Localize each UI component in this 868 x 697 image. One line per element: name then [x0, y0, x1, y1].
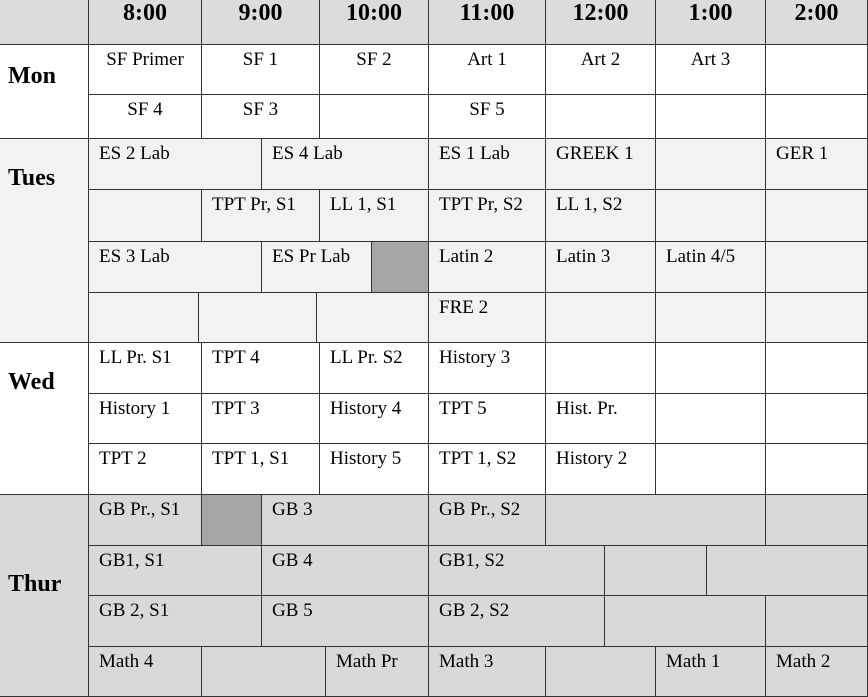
empty-slot: [766, 444, 868, 495]
time-header: 1:00: [656, 0, 766, 45]
class-slot: Art 3: [656, 45, 766, 95]
class-slot: GREEK 1: [546, 139, 656, 190]
empty-slot: [766, 343, 868, 394]
day-label: Thur: [0, 495, 89, 697]
class-slot: Latin 4/5: [656, 242, 766, 293]
class-slot: GB Pr., S2: [429, 495, 546, 546]
class-slot: LL 1, S2: [546, 190, 656, 242]
class-slot: History 5: [320, 444, 429, 495]
class-slot: TPT 2: [89, 444, 202, 495]
class-slot: Math 2: [766, 647, 868, 697]
class-slot: ES 2 Lab: [89, 139, 262, 190]
day-label: Wed: [0, 343, 89, 495]
empty-slot: [546, 647, 656, 697]
empty-slot: [202, 647, 326, 697]
class-slot: TPT Pr, S2: [429, 190, 546, 242]
class-slot: TPT 5: [429, 394, 546, 444]
empty-slot: [766, 394, 868, 444]
empty-slot: [766, 95, 868, 139]
class-slot: History 2: [546, 444, 656, 495]
class-slot: GB Pr., S1: [89, 495, 202, 546]
empty-slot: [605, 596, 766, 647]
class-slot: TPT 4: [202, 343, 320, 394]
class-slot: SF 3: [202, 95, 320, 139]
empty-slot: [605, 546, 707, 596]
empty-slot: [707, 546, 868, 596]
class-slot: Math 3: [429, 647, 546, 697]
blocked-slot: [372, 242, 429, 293]
class-slot: GB 2, S2: [429, 596, 605, 647]
time-header: 9:00: [202, 0, 320, 45]
class-slot: LL Pr. S2: [320, 343, 429, 394]
class-slot: ES 4 Lab: [262, 139, 429, 190]
empty-slot: [656, 444, 766, 495]
empty-slot: [766, 596, 868, 647]
time-header: 11:00: [429, 0, 546, 45]
class-slot: GB 2, S1: [89, 596, 262, 647]
empty-slot: [766, 293, 868, 343]
class-slot: ES 3 Lab: [89, 242, 262, 293]
empty-slot: [656, 394, 766, 444]
empty-slot: [546, 495, 766, 546]
class-slot: SF Primer: [89, 45, 202, 95]
class-slot: Latin 3: [546, 242, 656, 293]
empty-slot: [656, 139, 766, 190]
empty-slot: [656, 95, 766, 139]
class-slot: ES Pr Lab: [262, 242, 372, 293]
class-slot: LL 1, S1: [320, 190, 429, 242]
empty-slot: [199, 293, 317, 343]
empty-slot: [656, 293, 766, 343]
class-slot: GB1, S1: [89, 546, 262, 596]
empty-slot: [766, 495, 868, 546]
empty-slot: [766, 45, 868, 95]
class-slot: Math 4: [89, 647, 202, 697]
class-slot: ES 1 Lab: [429, 139, 546, 190]
class-slot: GER 1: [766, 139, 868, 190]
class-slot: SF 2: [320, 45, 429, 95]
class-slot: TPT 1, S2: [429, 444, 546, 495]
time-header: 8:00: [89, 0, 202, 45]
class-slot: History 4: [320, 394, 429, 444]
empty-slot: [546, 293, 656, 343]
empty-slot: [546, 343, 656, 394]
class-slot: TPT Pr, S1: [202, 190, 320, 242]
empty-slot: [317, 293, 429, 343]
class-slot: GB 5: [262, 596, 429, 647]
blocked-slot: [202, 495, 262, 546]
class-slot: LL Pr. S1: [89, 343, 202, 394]
empty-slot: [766, 190, 868, 242]
class-slot: Math Pr: [326, 647, 429, 697]
empty-slot: [89, 293, 199, 343]
class-slot: SF 5: [429, 95, 546, 139]
class-slot: Art 2: [546, 45, 656, 95]
empty-slot: [320, 95, 429, 139]
day-label: Tues: [0, 139, 89, 343]
time-header: 2:00: [766, 0, 868, 45]
time-header: 12:00: [546, 0, 656, 45]
class-slot: TPT 3: [202, 394, 320, 444]
class-slot: SF 1: [202, 45, 320, 95]
class-slot: Hist. Pr.: [546, 394, 656, 444]
empty-slot: [656, 190, 766, 242]
class-slot: Math 1: [656, 647, 766, 697]
empty-slot: [766, 242, 868, 293]
class-slot: GB 3: [262, 495, 429, 546]
empty-slot: [89, 190, 202, 242]
class-slot: History 3: [429, 343, 546, 394]
header-corner: [0, 0, 89, 45]
class-slot: Latin 2: [429, 242, 546, 293]
class-slot: GB 4: [262, 546, 429, 596]
class-slot: SF 4: [89, 95, 202, 139]
empty-slot: [656, 343, 766, 394]
empty-slot: [546, 95, 656, 139]
day-label: Mon: [0, 45, 89, 139]
class-slot: FRE 2: [429, 293, 546, 343]
class-slot: History 1: [89, 394, 202, 444]
class-slot: Art 1: [429, 45, 546, 95]
time-header: 10:00: [320, 0, 429, 45]
class-slot: TPT 1, S1: [202, 444, 320, 495]
class-slot: GB1, S2: [429, 546, 605, 596]
